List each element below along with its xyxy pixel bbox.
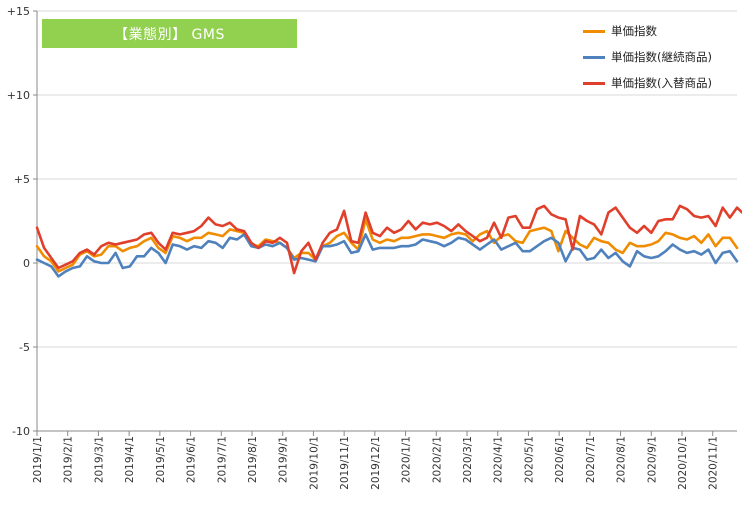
legend: 単価指数 単価指数(継続商品) 単価指数(入替商品)	[583, 18, 712, 96]
y-tick-label: -5	[19, 341, 30, 354]
legend-item: 単価指数	[583, 18, 712, 44]
x-tick-label: 2020/9/1	[646, 436, 658, 483]
x-tick-label: 2019/8/1	[247, 436, 259, 483]
x-tick-label: 2019/3/1	[93, 436, 105, 483]
x-tick-label: 2020/1/1	[401, 436, 413, 483]
x-tick-label: 2020/2/1	[431, 436, 443, 483]
legend-item: 単価指数(入替商品)	[583, 70, 712, 96]
chart-title-badge: 【業態別】 GMS	[42, 19, 297, 48]
x-tick-label: 2020/8/1	[616, 436, 628, 483]
series-line	[35, 204, 742, 275]
legend-swatch	[583, 81, 605, 85]
x-tick-label: 2020/11/1	[708, 436, 720, 490]
y-tick-label: +15	[7, 5, 30, 18]
x-tick-label: 2020/10/1	[677, 436, 689, 490]
y-tick-label: +5	[14, 173, 30, 186]
x-tick-label: 2019/4/1	[124, 436, 136, 483]
x-tick-label: 2019/9/1	[278, 436, 290, 483]
x-tick-label: 2019/5/1	[155, 436, 167, 483]
x-tick-label: 2020/7/1	[585, 436, 597, 483]
x-tick-label: 2020/3/1	[462, 436, 474, 483]
legend-item: 単価指数(継続商品)	[583, 44, 712, 70]
x-tick-label: 2019/7/1	[216, 436, 228, 483]
y-tick-label: 0	[23, 257, 30, 270]
x-tick-label: 2019/10/1	[308, 436, 320, 490]
x-tick-label: 2019/1/1	[32, 436, 44, 483]
x-tick-label: 2020/6/1	[554, 436, 566, 483]
x-axis-ticks: 2019/1/1 2019/2/1 2019/3/1 2019/4/1 2019/5/1…	[32, 431, 720, 490]
x-tick-label: 2020/5/1	[523, 436, 535, 483]
y-axis-ticks: +15 +10 +5 0 -5 -10	[7, 5, 37, 438]
series-line	[35, 218, 739, 273]
y-tick-label: +10	[7, 89, 30, 102]
legend-label: 単価指数(入替商品)	[611, 76, 712, 90]
legend-label: 単価指数(継続商品)	[611, 50, 712, 64]
legend-swatch	[583, 29, 605, 33]
x-tick-label: 2019/12/1	[370, 436, 382, 490]
x-tick-label: 2020/4/1	[493, 436, 505, 483]
legend-swatch	[583, 55, 605, 59]
legend-label: 単価指数	[611, 24, 657, 38]
series-line	[35, 233, 739, 278]
x-tick-label: 2019/2/1	[63, 436, 75, 483]
y-tick-label: -10	[12, 425, 30, 438]
series-lines	[35, 204, 742, 278]
x-tick-label: 2019/11/1	[339, 436, 351, 490]
x-tick-label: 2019/6/1	[186, 436, 198, 483]
